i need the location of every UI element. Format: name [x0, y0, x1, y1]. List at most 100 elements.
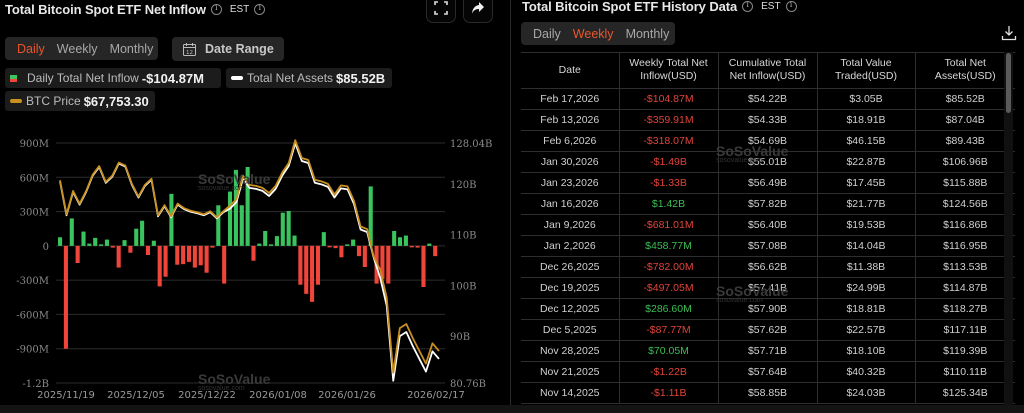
net-assets-cell: $118.27B	[915, 298, 1015, 320]
svg-text:-1.2B: -1.2B	[22, 379, 49, 390]
share-button[interactable]	[463, 0, 493, 23]
table-row[interactable]: Jan 2,2026 $458.77M $57.08B $14.04B $116.95B	[521, 235, 1015, 257]
legend-daily-inflow[interactable]: Daily Total Net Inflow -$104.87M	[5, 68, 221, 88]
inflow-chart[interactable]: 900M 600M 300M 0 -300M -600M -900M -1.2B 128.04B…	[0, 130, 511, 405]
table-scrollbar[interactable]	[1006, 53, 1011, 113]
col-value-traded[interactable]: Total Value Traded(USD)	[817, 53, 916, 89]
tab-weekly[interactable]: Weekly	[56, 41, 98, 56]
legend-btc-price[interactable]: BTC Price $67,753.30	[5, 91, 155, 111]
table-row[interactable]: Jan 16,2026 $1.42B $57.82B $21.77B $124.56B	[521, 193, 1015, 215]
download-icon[interactable]	[1001, 25, 1017, 41]
value-traded-cell: $18.10B	[817, 340, 916, 362]
cumulative-inflow-cell: $57.82B	[718, 193, 818, 215]
info-icon[interactable]	[210, 3, 222, 15]
svg-text:120B: 120B	[450, 180, 476, 191]
value-traded-cell: $19.53B	[817, 214, 916, 236]
weekly-inflow-cell: $1.42B	[619, 193, 719, 215]
col-cumulative-inflow[interactable]: Cumulative Total Net Inflow(USD)	[718, 53, 818, 89]
net-assets-cell: $87.04B	[915, 109, 1015, 131]
table-row[interactable]: Dec 19,2025 -$497.05M $57.41B $24.99B $114.8…	[521, 277, 1015, 299]
table-row[interactable]: Dec 5,2025 -$87.77M $57.62B $22.57B $117.11B	[521, 319, 1015, 341]
value-traded-cell: $22.87B	[817, 151, 916, 173]
cumulative-inflow-cell: $57.08B	[718, 235, 818, 257]
timezone-info-icon[interactable]	[254, 3, 266, 15]
tab-daily[interactable]: Daily	[17, 41, 45, 56]
weekly-inflow-cell: -$1.33B	[619, 172, 719, 194]
table-row[interactable]: Feb 13,2026 -$359.91M $54.33B $18.91B $87.04…	[521, 109, 1015, 131]
col-weekly-inflow[interactable]: Weekly Total Net Inflow(USD)	[619, 53, 719, 89]
table-row[interactable]: Jan 9,2026 -$681.01M $56.40B $19.53B $116.86…	[521, 214, 1015, 236]
svg-text:600M: 600M	[20, 173, 49, 184]
svg-text:2026/01/26: 2026/01/26	[318, 390, 376, 401]
date-cell: Nov 21,2025	[521, 361, 620, 383]
date-cell: Jan 16,2026	[521, 193, 620, 215]
date-cell: Dec 5,2025	[521, 319, 620, 341]
table-row[interactable]: Dec 26,2025 -$782.00M $56.62B $11.38B $113.5…	[521, 256, 1015, 278]
date-range-button[interactable]: 12 Date Range	[172, 37, 284, 61]
interval-tabs: Daily Weekly Monthly	[5, 37, 158, 60]
date-cell: Jan 2,2026	[521, 235, 620, 257]
legend-inflow-label: Daily Total Net Inflow	[27, 71, 139, 85]
history-panel: Total Bitcoin Spot ETF History Data EST …	[512, 0, 1024, 413]
table-scroll-track[interactable]	[1004, 52, 1013, 405]
table-row[interactable]: Jan 23,2026 -$1.33B $56.49B $17.45B $115.88B	[521, 172, 1015, 194]
svg-text:-600M: -600M	[16, 310, 49, 321]
weekly-inflow-cell: -$497.05M	[619, 277, 719, 299]
cumulative-inflow-cell: $57.62B	[718, 319, 818, 341]
net-assets-cell: $114.87B	[915, 277, 1015, 299]
value-traded-cell: $18.91B	[817, 109, 916, 131]
cumulative-inflow-cell: $57.41B	[718, 277, 818, 299]
table-row[interactable]: Nov 21,2025 -$1.22B $57.64B $40.32B $110.11B	[521, 361, 1015, 383]
svg-text:90B: 90B	[450, 332, 470, 343]
cumulative-inflow-cell: $54.22B	[718, 88, 818, 110]
col-date[interactable]: Date	[521, 53, 620, 89]
watermark-bottom: SoSoValue sosovalue.com	[198, 371, 271, 392]
weekly-inflow-cell: $286.60M	[619, 298, 719, 320]
table-row[interactable]: Nov 14,2025 -$1.11B $58.85B $24.03B $125.34B	[521, 382, 1015, 404]
table-row[interactable]: Feb 6,2026 -$318.07M $54.69B $46.15B $89.43B	[521, 130, 1015, 152]
net-assets-cell: $125.34B	[915, 382, 1015, 404]
fullscreen-button[interactable]	[426, 0, 456, 23]
legend-total-assets[interactable]: Total Net Assets $85.52B	[226, 68, 392, 88]
legend-assets-value: $85.52B	[336, 70, 386, 86]
legend-assets-label: Total Net Assets	[247, 71, 334, 85]
date-cell: Feb 13,2026	[521, 109, 620, 131]
table-row[interactable]: Dec 12,2025 $286.60M $57.90B $18.81B $118.27…	[521, 298, 1015, 320]
cumulative-inflow-cell: $57.71B	[718, 340, 818, 362]
value-traded-cell: $11.38B	[817, 256, 916, 278]
table-row[interactable]: Feb 17,2026 -$104.87M $54.22B $3.05B $85.52B	[521, 88, 1015, 110]
date-cell: Jan 30,2026	[521, 151, 620, 173]
svg-text:2025/12/05: 2025/12/05	[107, 390, 165, 401]
value-traded-cell: $17.45B	[817, 172, 916, 194]
timezone-info-icon[interactable]	[785, 0, 797, 12]
tab-monthly[interactable]: Monthly	[109, 41, 154, 56]
weekly-inflow-cell: -$318.07M	[619, 130, 719, 152]
col-net-assets[interactable]: Total Net Assets(USD)	[915, 53, 1015, 89]
net-assets-cell: $117.11B	[915, 319, 1015, 341]
tab-weekly[interactable]: Weekly	[572, 26, 614, 41]
net-inflow-panel: Total Bitcoin Spot ETF Net Inflow EST Da…	[0, 0, 511, 413]
watermark-bottom: SoSoValue sosovalue.com	[716, 283, 789, 304]
net-assets-cell: $115.88B	[915, 172, 1015, 194]
calendar-icon: 12	[183, 42, 196, 56]
date-cell: Jan 23,2026	[521, 172, 620, 194]
history-title: Total Bitcoin Spot ETF History Data	[522, 0, 738, 14]
value-traded-cell: $22.57B	[817, 319, 916, 341]
svg-text:80.76B: 80.76B	[450, 379, 486, 390]
tab-daily[interactable]: Daily	[533, 26, 561, 41]
weekly-inflow-cell: -$87.77M	[619, 319, 719, 341]
table-row[interactable]: Nov 28,2025 $70.05M $57.71B $18.10B $119.39B	[521, 340, 1015, 362]
assets-line-icon	[231, 76, 243, 80]
svg-text:12: 12	[186, 50, 193, 56]
history-interval-tabs: Daily Weekly Monthly	[521, 22, 675, 45]
table-row[interactable]: Jan 30,2026 -$1.49B $55.01B $22.87B $106.96B	[521, 151, 1015, 173]
net-assets-cell: $124.56B	[915, 193, 1015, 215]
legend-price-value: $67,753.30	[83, 93, 149, 109]
info-icon[interactable]	[742, 0, 754, 12]
chart-title-row: Total Bitcoin Spot ETF Net Inflow EST	[5, 1, 266, 17]
cumulative-inflow-cell: $56.49B	[718, 172, 818, 194]
share-icon	[472, 1, 484, 13]
svg-text:2025/12/22: 2025/12/22	[178, 390, 236, 401]
svg-text:-900M: -900M	[16, 345, 49, 356]
tab-monthly[interactable]: Monthly	[625, 26, 670, 41]
